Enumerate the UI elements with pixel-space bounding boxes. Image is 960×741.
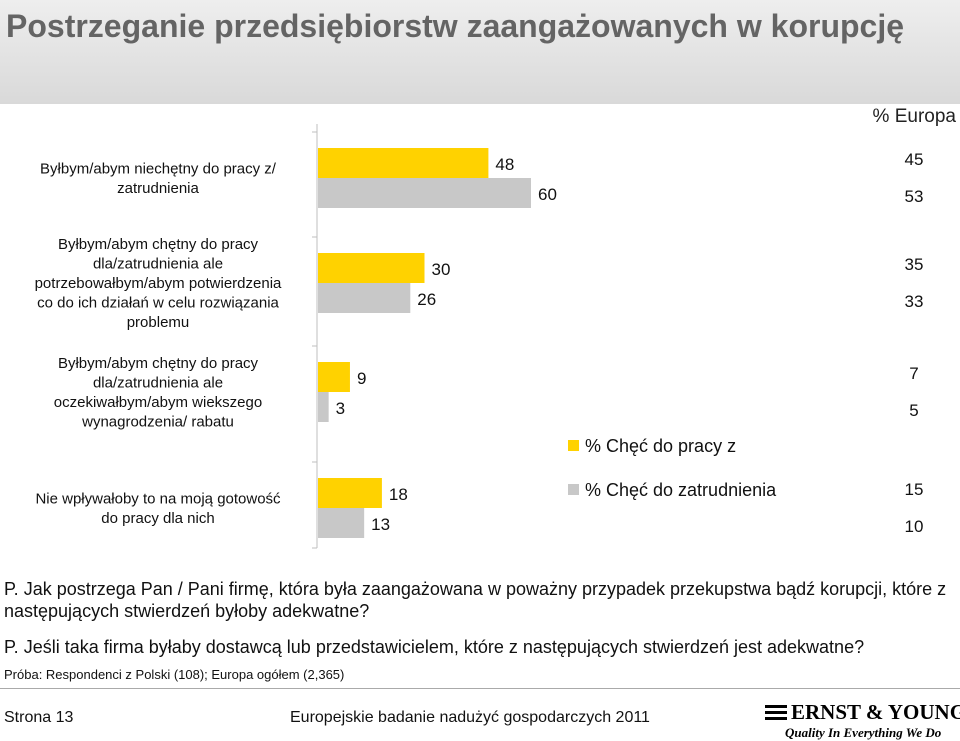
bar-work xyxy=(318,362,350,392)
data-label: 48 xyxy=(495,155,514,174)
data-label: 30 xyxy=(432,260,451,279)
logo-tagline: Quality In Everything We Do xyxy=(785,725,942,740)
data-label: 9 xyxy=(357,369,366,388)
bar-work xyxy=(318,148,489,178)
category-label: Byłbym/abym chętny do pracy dla/zatrudnie… xyxy=(54,355,262,431)
bar-work xyxy=(318,478,382,508)
data-label: 13 xyxy=(371,515,390,534)
europe-value-work: 7 xyxy=(909,364,918,383)
data-label: 60 xyxy=(538,185,557,204)
europe-value-employ: 53 xyxy=(905,187,924,206)
europe-value-employ: 5 xyxy=(909,401,918,420)
ey-logo-icon xyxy=(765,705,787,720)
europe-value-employ: 33 xyxy=(905,292,924,311)
logo-name: ERNST & YOUNG xyxy=(791,700,960,724)
europe-value-employ: 10 xyxy=(905,517,924,536)
bar-employ xyxy=(318,178,531,208)
data-label: 18 xyxy=(389,485,408,504)
legend-label: % Chęć do zatrudnienia xyxy=(585,480,777,500)
ernst-young-logo: ERNST & YOUNG Quality In Everything We D… xyxy=(765,700,960,740)
title-band xyxy=(0,0,960,104)
bar-employ xyxy=(318,283,411,313)
europe-value-work: 15 xyxy=(905,480,924,499)
legend-swatch xyxy=(568,484,579,495)
question-1: P. Jak postrzega Pan / Pani firmę, która… xyxy=(4,579,947,621)
legend-swatch xyxy=(568,440,579,451)
bar-chart: Byłbym/abym niechętny do pracy z/zatrudn… xyxy=(35,124,924,549)
bar-employ xyxy=(318,508,365,538)
europe-column-header: % Europa xyxy=(872,106,956,127)
page-number: Strona 13 xyxy=(4,709,74,726)
category-label: Nie wpływałoby to na moją gotowość do pra… xyxy=(35,490,281,527)
europe-value-work: 45 xyxy=(905,150,924,169)
page-title: Postrzeganie przedsiębiorstw zaangażowan… xyxy=(6,8,905,44)
question-2: P. Jeśli taka firma byłaby dostawcą lub … xyxy=(4,637,865,657)
bar-employ xyxy=(318,392,329,422)
data-label: 3 xyxy=(336,399,345,418)
legend-label: % Chęć do pracy z xyxy=(585,436,736,456)
category-label: Byłbym/abym chętny do pracy dla/zatrudnie… xyxy=(35,236,282,331)
footer-divider xyxy=(0,688,960,689)
bar-work xyxy=(318,253,425,283)
report-name: Europejskie badanie nadużyć gospodarczyc… xyxy=(290,709,650,726)
data-label: 26 xyxy=(417,290,436,309)
sample-note: Próba: Respondenci z Polski (108); Europ… xyxy=(4,667,345,682)
category-label: Byłbym/abym niechętny do pracy z/zatrudn… xyxy=(40,160,277,197)
europe-value-work: 35 xyxy=(905,255,924,274)
